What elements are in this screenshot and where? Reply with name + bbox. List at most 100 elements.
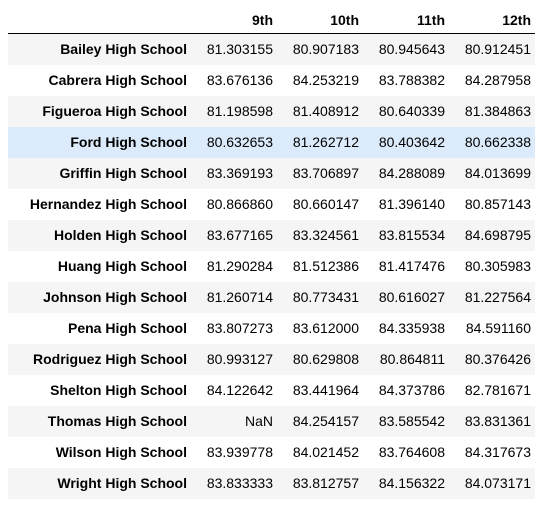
table-cell: 84.253219	[292, 72, 359, 88]
row-label: Huang High School	[57, 258, 187, 274]
index-column-header	[8, 6, 191, 34]
table-cell: 80.912451	[464, 41, 531, 58]
table-cell: 83.441964	[292, 382, 359, 398]
table-row: Shelton High School 84.122642 83.441964 …	[8, 374, 535, 406]
row-label: Hernandez High School	[29, 196, 187, 212]
table-cell: 80.857143	[464, 196, 531, 212]
row-label: Cabrera High School	[48, 72, 187, 88]
table-cell: 80.945643	[378, 41, 445, 58]
table-cell: 80.866860	[206, 196, 273, 212]
table-cell: 80.403642	[378, 134, 445, 150]
table-body: Bailey High School 81.303155 80.907183 8…	[8, 33, 535, 499]
table-cell: 81.396140	[378, 196, 445, 212]
column-header-9th: 9th	[191, 6, 277, 34]
table-cell: 83.677165	[206, 227, 273, 243]
table-cell: 83.812757	[292, 475, 359, 491]
table-cell: 80.376426	[464, 351, 531, 367]
table-row: Hernandez High School 80.866860 80.66014…	[8, 188, 535, 220]
table-cell: 84.335938	[378, 320, 445, 336]
table-cell: 83.764608	[378, 444, 445, 460]
row-label: Ford High School	[70, 134, 187, 150]
table-row: Bailey High School 81.303155 80.907183 8…	[8, 33, 535, 65]
table-cell: 83.788382	[378, 72, 445, 88]
table-cell: 80.640339	[378, 103, 445, 119]
column-header-10th: 10th	[277, 6, 363, 34]
table-cell: 81.408912	[292, 103, 359, 119]
table-row: Cabrera High School 83.676136 84.253219 …	[8, 64, 535, 96]
table-row: Pena High School 83.807273 83.612000 84.…	[8, 312, 535, 344]
table-cell: 83.585542	[378, 413, 445, 429]
table-row: Wright High School 83.833333 83.812757 8…	[8, 467, 535, 499]
table-row-hovered: Ford High School 80.632653 81.262712 80.…	[8, 126, 535, 158]
header-row: 9th 10th 11th 12th	[8, 6, 535, 34]
table-cell: 80.632653	[206, 134, 273, 150]
table-cell: 83.833333	[206, 475, 273, 491]
table-cell: 83.676136	[206, 72, 273, 88]
table-cell: 81.227564	[464, 289, 531, 305]
dataframe-table: 9th 10th 11th 12th Bailey High School 81…	[8, 6, 535, 499]
table-cell: 84.122642	[206, 382, 273, 398]
row-label: Thomas High School	[47, 413, 187, 429]
table-row: Johnson High School 81.260714 80.773431 …	[8, 281, 535, 313]
table-cell: 80.305983	[464, 258, 531, 274]
table-cell: 81.198598	[206, 103, 273, 119]
table-cell: 83.612000	[292, 320, 359, 336]
table-cell: 84.698795	[464, 227, 531, 243]
row-label: Griffin High School	[59, 165, 187, 181]
row-label: Figueroa High School	[42, 103, 187, 119]
table-cell: NaN	[244, 413, 273, 429]
row-label: Pena High School	[67, 320, 187, 336]
table-cell: 84.013699	[464, 165, 531, 181]
table-cell: 83.815534	[378, 227, 445, 243]
table-cell: 83.939778	[206, 444, 273, 460]
table-cell: 81.262712	[292, 134, 359, 150]
table-row: Huang High School 81.290284 81.512386 81…	[8, 250, 535, 282]
table-cell: 84.021452	[292, 444, 359, 460]
table-cell: 84.591160	[465, 320, 531, 336]
table-cell: 81.384863	[464, 103, 531, 119]
row-label: Wilson High School	[55, 444, 187, 460]
table-cell: 81.303155	[206, 41, 273, 58]
column-header-11th: 11th	[363, 6, 449, 34]
row-label: Wright High School	[57, 475, 187, 491]
row-label: Holden High School	[54, 227, 187, 243]
table-cell: 84.287958	[464, 72, 531, 88]
column-header-12th: 12th	[449, 6, 535, 34]
table-cell: 83.324561	[292, 227, 359, 243]
table-cell: 80.993127	[206, 351, 273, 367]
table-cell: 84.373786	[378, 382, 445, 398]
row-label: Bailey High School	[60, 41, 187, 58]
table-cell: 82.781671	[464, 382, 531, 398]
table-row: Figueroa High School 81.198598 81.408912…	[8, 95, 535, 127]
table-cell: 84.073171	[464, 475, 531, 491]
table-cell: 81.290284	[206, 258, 273, 274]
table-cell: 84.254157	[292, 413, 359, 429]
row-label: Shelton High School	[50, 382, 187, 398]
table-cell: 84.288089	[378, 165, 445, 181]
table-cell: 80.662338	[464, 134, 531, 150]
table-row: Rodriguez High School 80.993127 80.62980…	[8, 343, 535, 375]
table-cell: 80.616027	[378, 289, 445, 305]
table-cell: 80.660147	[292, 196, 359, 212]
table-cell: 81.512386	[292, 258, 359, 274]
table-row: Griffin High School 83.369193 83.706897 …	[8, 157, 535, 189]
table-cell: 84.156322	[378, 475, 445, 491]
table-row: Wilson High School 83.939778 84.021452 8…	[8, 436, 535, 468]
table-cell: 83.831361	[464, 413, 531, 429]
table-cell: 81.260714	[206, 289, 273, 305]
table-cell: 83.807273	[206, 320, 273, 336]
table-row: Thomas High School NaN 84.254157 83.5855…	[8, 405, 535, 437]
table-cell: 83.706897	[292, 165, 359, 181]
table-cell: 83.369193	[206, 165, 273, 181]
table-cell: 81.417476	[378, 258, 445, 274]
row-label: Johnson High School	[43, 289, 187, 305]
table-cell: 80.864811	[379, 351, 445, 367]
table-cell: 84.317673	[464, 444, 531, 460]
table-header: 9th 10th 11th 12th	[8, 6, 535, 34]
row-label: Rodriguez High School	[33, 351, 187, 367]
table-cell: 80.629808	[292, 351, 359, 367]
table-cell: 80.907183	[292, 41, 359, 58]
table-cell: 80.773431	[292, 289, 359, 305]
table-row: Holden High School 83.677165 83.324561 8…	[8, 219, 535, 251]
